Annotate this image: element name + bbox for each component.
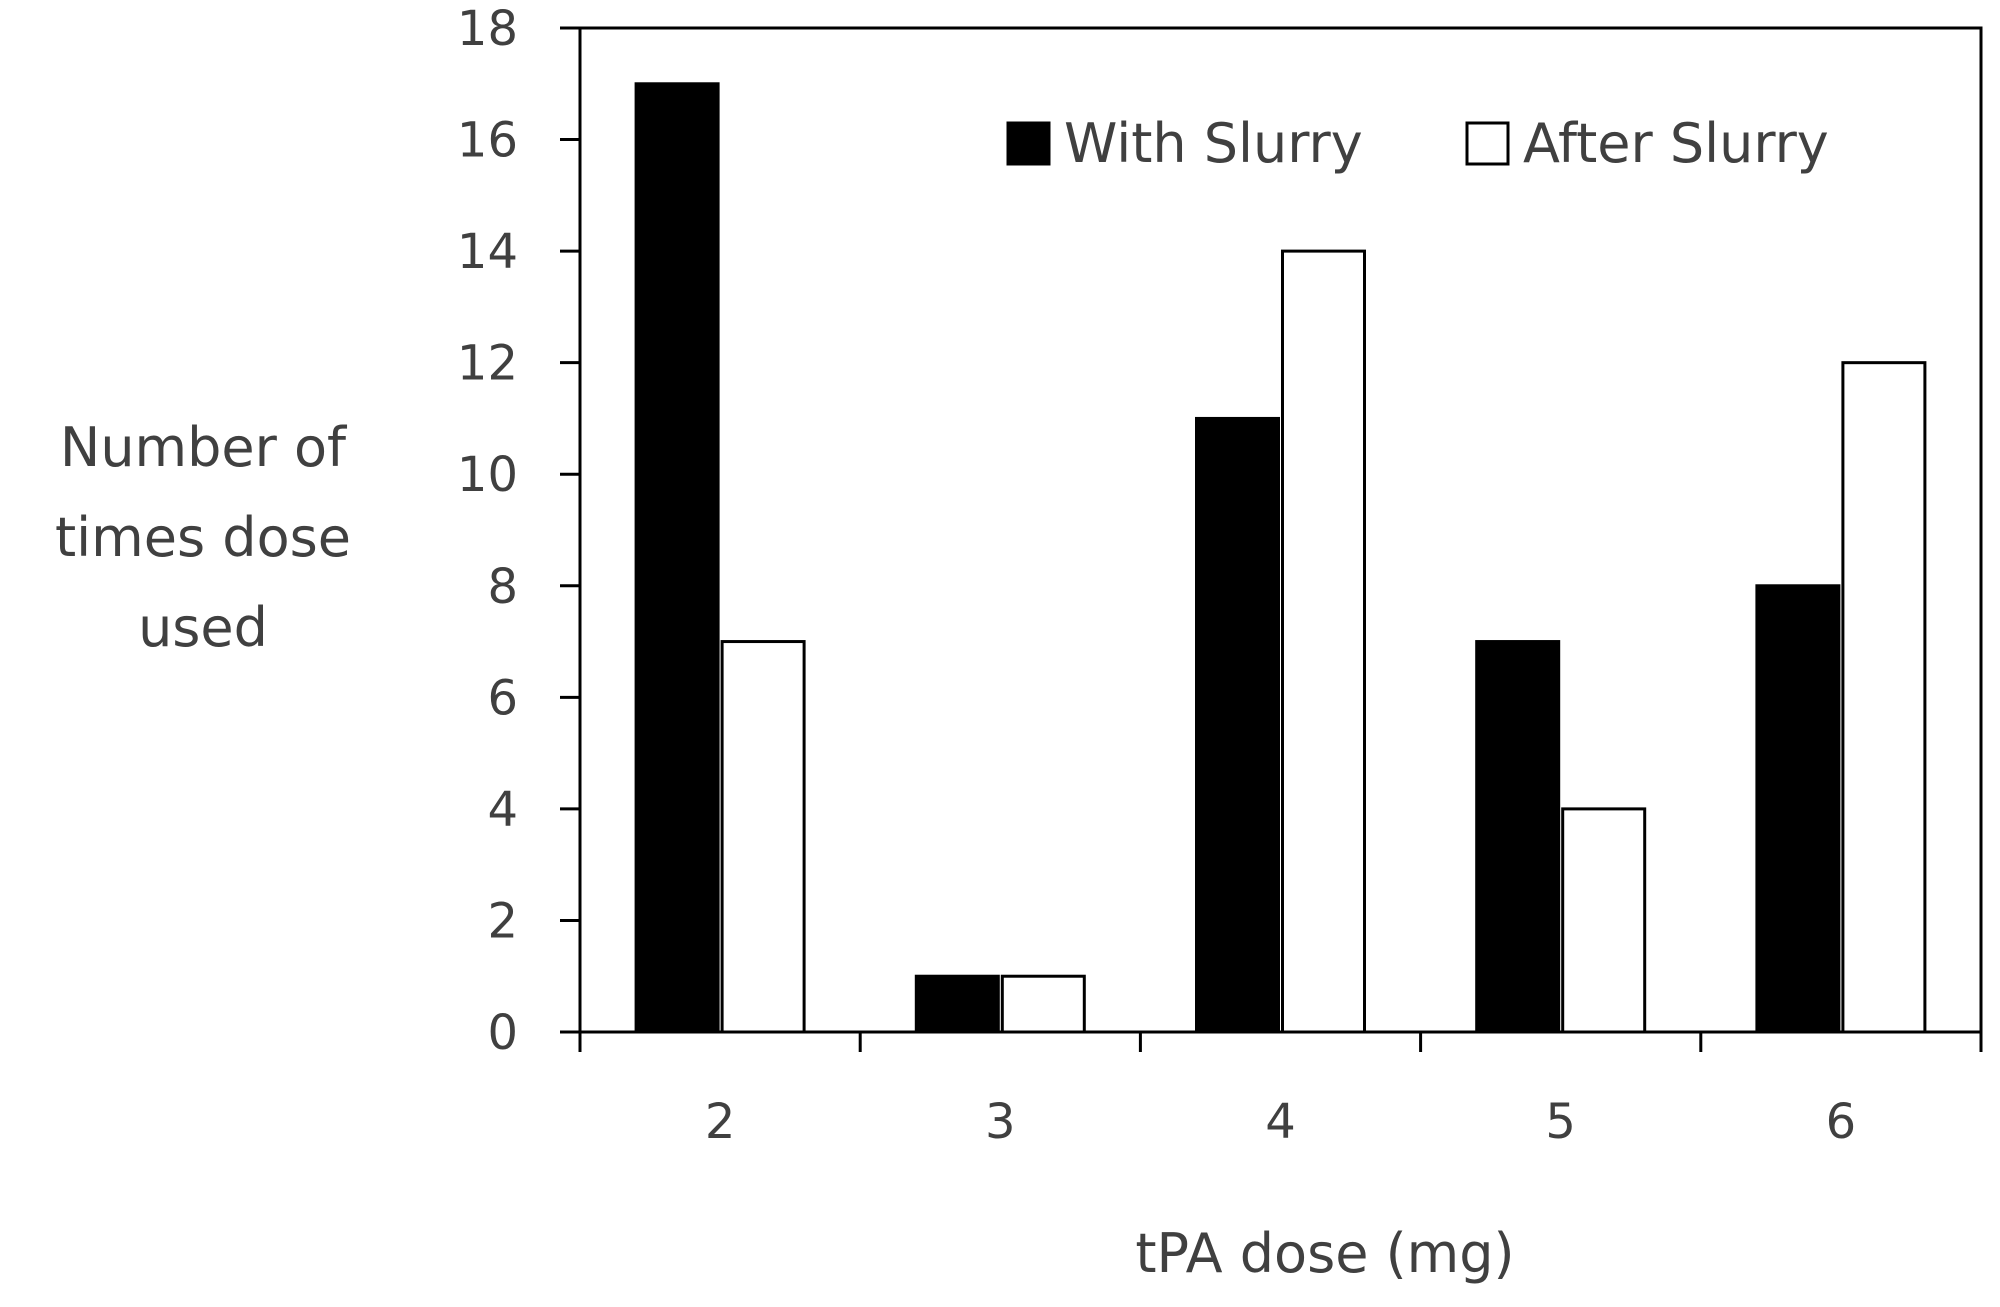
y-tick-label: 2 — [487, 893, 518, 949]
y-tick-label: 12 — [457, 336, 518, 392]
bar-with-slurry-3 — [914, 974, 1000, 1034]
y-tick-label: 6 — [487, 670, 518, 726]
x-tick-label: 3 — [985, 1094, 1016, 1150]
bar-after-slurry-3 — [1000, 974, 1086, 1034]
legend-swatch — [1006, 121, 1051, 166]
bar-after-slurry-4 — [1281, 249, 1366, 1034]
bar-with-slurry-2 — [634, 82, 720, 1034]
x-tick-label: 2 — [705, 1094, 736, 1150]
plot-frame — [578, 26, 1983, 1034]
x-tick-label: 5 — [1545, 1094, 1576, 1150]
y-tick-label: 10 — [457, 447, 518, 503]
y-tick-label: 16 — [457, 113, 518, 169]
legend-swatch — [1465, 121, 1510, 166]
bar-with-slurry-6 — [1755, 584, 1841, 1034]
legend-label: With Slurry — [1064, 112, 1363, 175]
x-tick-label: 6 — [1826, 1094, 1857, 1150]
y-tick-label: 4 — [487, 782, 518, 838]
legend: With Slurry After Slurry — [1006, 112, 1829, 175]
y-tick-label: 14 — [457, 224, 518, 280]
y-axis-label-line: Number of — [60, 416, 348, 479]
x-tick-label: 4 — [1265, 1094, 1296, 1150]
y-axis-label-line: times dose — [55, 506, 351, 569]
y-tick-label: 8 — [487, 559, 518, 615]
y-axis-label: Number of times dose used — [55, 416, 351, 659]
y-tick-label: 0 — [487, 1005, 518, 1061]
bar-after-slurry-2 — [720, 640, 806, 1034]
y-tick-label: 18 — [457, 1, 518, 57]
bar-after-slurry-6 — [1841, 361, 1927, 1034]
bar-after-slurry-5 — [1561, 807, 1647, 1034]
bar-with-slurry-4 — [1195, 416, 1280, 1034]
y-axis-label-line: used — [138, 596, 268, 659]
bar-with-slurry-5 — [1475, 640, 1561, 1034]
x-axis-label: tPA dose (mg) — [1135, 1222, 1514, 1285]
legend-label: After Slurry — [1523, 112, 1829, 175]
